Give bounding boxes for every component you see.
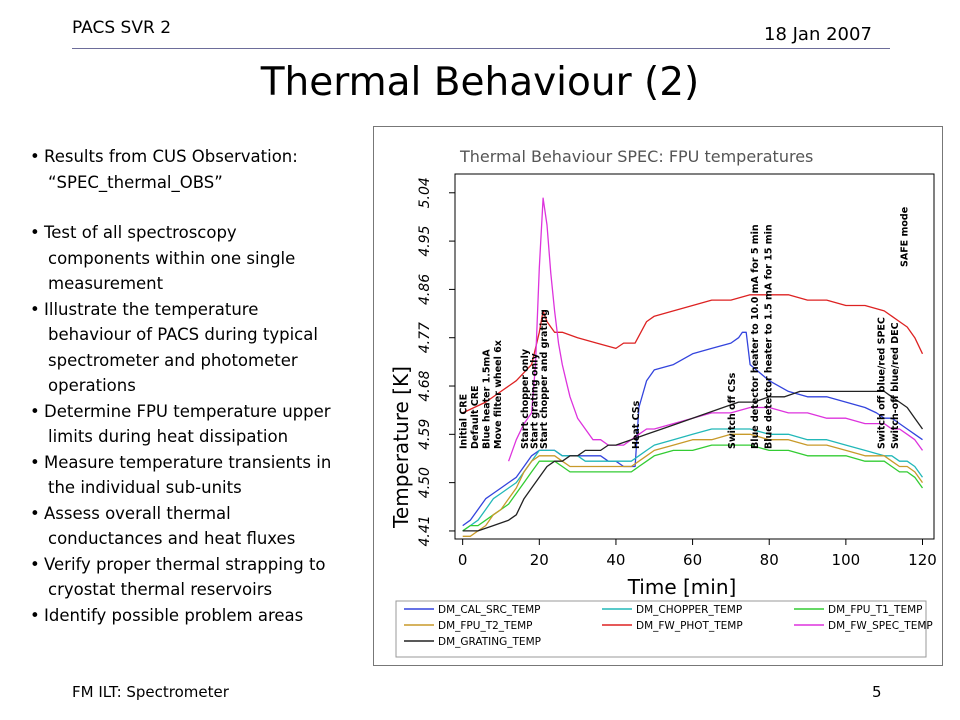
bullet-line: components within one single [48, 248, 296, 268]
x-tick-label: 40 [606, 551, 625, 569]
legend-box [395, 600, 927, 658]
bullet-item: Identify possible problem areas [30, 603, 375, 629]
bullet-line: “SPEC_thermal_OBS” [48, 172, 223, 192]
series-line-dm-chopper-temp [462, 428, 924, 532]
bullet-line: spectrometer and photometer [48, 350, 298, 370]
chart-title: Thermal Behaviour SPEC: FPU temperatures [459, 147, 813, 166]
axes: 0 20 40 60 80 100 120 4.41 4.50 4.59 4.68 4.77 4.86 4… [417, 173, 937, 569]
bullet-line: Measure temperature transients in [44, 452, 332, 472]
legend-entry: DM_FPU_T1_TEMP [828, 604, 923, 616]
y-tick-label: 4.50 [417, 467, 433, 498]
series-line-dm-fpu-t2-temp [462, 433, 924, 537]
x-axis-label: Time [min] [627, 575, 737, 599]
header-rule [72, 48, 890, 49]
bullet-line: Determine FPU temperature upper [44, 401, 331, 421]
annotation-label: Start chopper only [520, 348, 531, 449]
footer-left: FM ILT: Spectrometer [72, 683, 229, 701]
legend-entry: DM_CAL_SRC_TEMP [438, 604, 540, 616]
annotation-label: Start chopper and grating [539, 309, 550, 449]
legend-entry: DM_FW_SPEC_TEMP [828, 620, 933, 632]
slide-title: Thermal Behaviour (2) [260, 60, 700, 105]
x-tick-label: 20 [530, 551, 549, 569]
annotation-label: Blue detector heater to 10.0 mA for 5 mi… [750, 224, 761, 449]
y-tick-label: 4.86 [417, 274, 433, 305]
page-number: 5 [872, 683, 882, 701]
chart-figure: Thermal Behaviour SPEC: FPU temperatures… [373, 126, 943, 666]
annotation-label: Start grating only [530, 353, 541, 449]
bullet-line: Results from CUS Observation: [44, 147, 298, 166]
y-tick-label: 5.04 [417, 177, 433, 208]
bullet-line: limits during heat dissipation [48, 427, 289, 446]
y-tick-label: 4.95 [417, 225, 433, 256]
legend-entry: DM_GRATING_TEMP [438, 636, 541, 648]
bullet-line: Verify proper thermal strapping to [44, 554, 326, 574]
y-tick-label: 4.41 [417, 515, 433, 546]
x-tick-label: 120 [908, 551, 937, 569]
x-tick-label: 80 [760, 551, 779, 569]
series-line-dm-fpu-t1-temp [462, 444, 924, 532]
series-line-dm-fw-phot-temp [462, 294, 924, 414]
bullet-item: Illustrate the temperature behaviour of P… [30, 297, 375, 399]
bullet-item: Measure temperature transients in the ind… [30, 450, 375, 501]
legend-entry: DM_FPU_T2_TEMP [438, 620, 533, 632]
bullet-item: Test of all spectroscopy components withi… [30, 220, 375, 297]
y-tick-label: 4.59 [417, 419, 433, 450]
annotation-label: Switch-off blue/red DEC [890, 322, 901, 449]
annotation-label: Switch off blue/red SPEC [876, 317, 887, 449]
temperature-chart: Thermal Behaviour SPEC: FPU temperatures… [389, 147, 937, 658]
legend-entry: DM_FW_PHOT_TEMP [636, 620, 743, 632]
x-tick-label: 0 [458, 551, 468, 569]
legend-entry: DM_CHOPPER_TEMP [636, 604, 742, 616]
legend: DM_CAL_SRC_TEMP DM_CHOPPER_TEMP DM_FPU_T1_… [395, 600, 933, 658]
series-lines [462, 197, 924, 537]
x-tick-label: 60 [683, 551, 702, 569]
annotation-label: Blue heater 1.5mA [482, 349, 493, 449]
bullet-line: Assess overall thermal [44, 503, 231, 523]
bullet-line: cryostat thermal reservoirs [48, 580, 273, 599]
y-tick-label: 4.77 [417, 322, 433, 353]
bullet-item: Verify proper thermal strapping to cryost… [30, 552, 375, 603]
bullet-item: Determine FPU temperature upper limits du… [30, 399, 375, 450]
x-tick-label: 100 [832, 551, 861, 569]
series-line-dm-fw-spec-temp [507, 197, 924, 462]
bullet-list: Results from CUS Observation: “SPEC_therm… [30, 144, 375, 628]
bullet-item: Results from CUS Observation: “SPEC_therm… [30, 144, 375, 195]
annotation-label: Switch off CSs [727, 372, 738, 449]
annotation-label: Move filter wheel 6x [493, 340, 504, 449]
bullet-line: behaviour of PACS during typical [48, 325, 318, 344]
bullet-line: Test of all spectroscopy [44, 223, 237, 242]
annotation-label: Default CRE [470, 385, 481, 449]
bullet-line: Illustrate the temperature [44, 299, 259, 319]
annotations: Initial CRE Default CRE Blue heater 1.5mA M… [459, 207, 911, 449]
series-line-dm-grating-temp [462, 390, 924, 532]
bullet-line: the individual sub-units [48, 478, 242, 497]
bullet-line: Identify possible problem areas [44, 605, 304, 625]
bullet-line: operations [48, 376, 136, 395]
bullet-line: measurement [48, 274, 164, 293]
annotation-label: Initial CRE [459, 394, 470, 449]
header-date: 18 Jan 2007 [764, 24, 872, 45]
annotation-label: Blue detector heater to 1.5 mA for 15 mi… [763, 224, 774, 449]
header-left: PACS SVR 2 [72, 18, 172, 38]
annotation-label: SAFE mode [899, 207, 910, 267]
plot-frame [454, 173, 935, 540]
bullet-line: conductances and heat fluxes [48, 529, 296, 548]
annotation-label: Heat CSs [631, 400, 642, 449]
y-axis-label: Temperature [K] [389, 366, 413, 529]
bullet-item: Assess overall thermal conductances and h… [30, 501, 375, 552]
y-tick-label: 4.68 [417, 370, 433, 401]
